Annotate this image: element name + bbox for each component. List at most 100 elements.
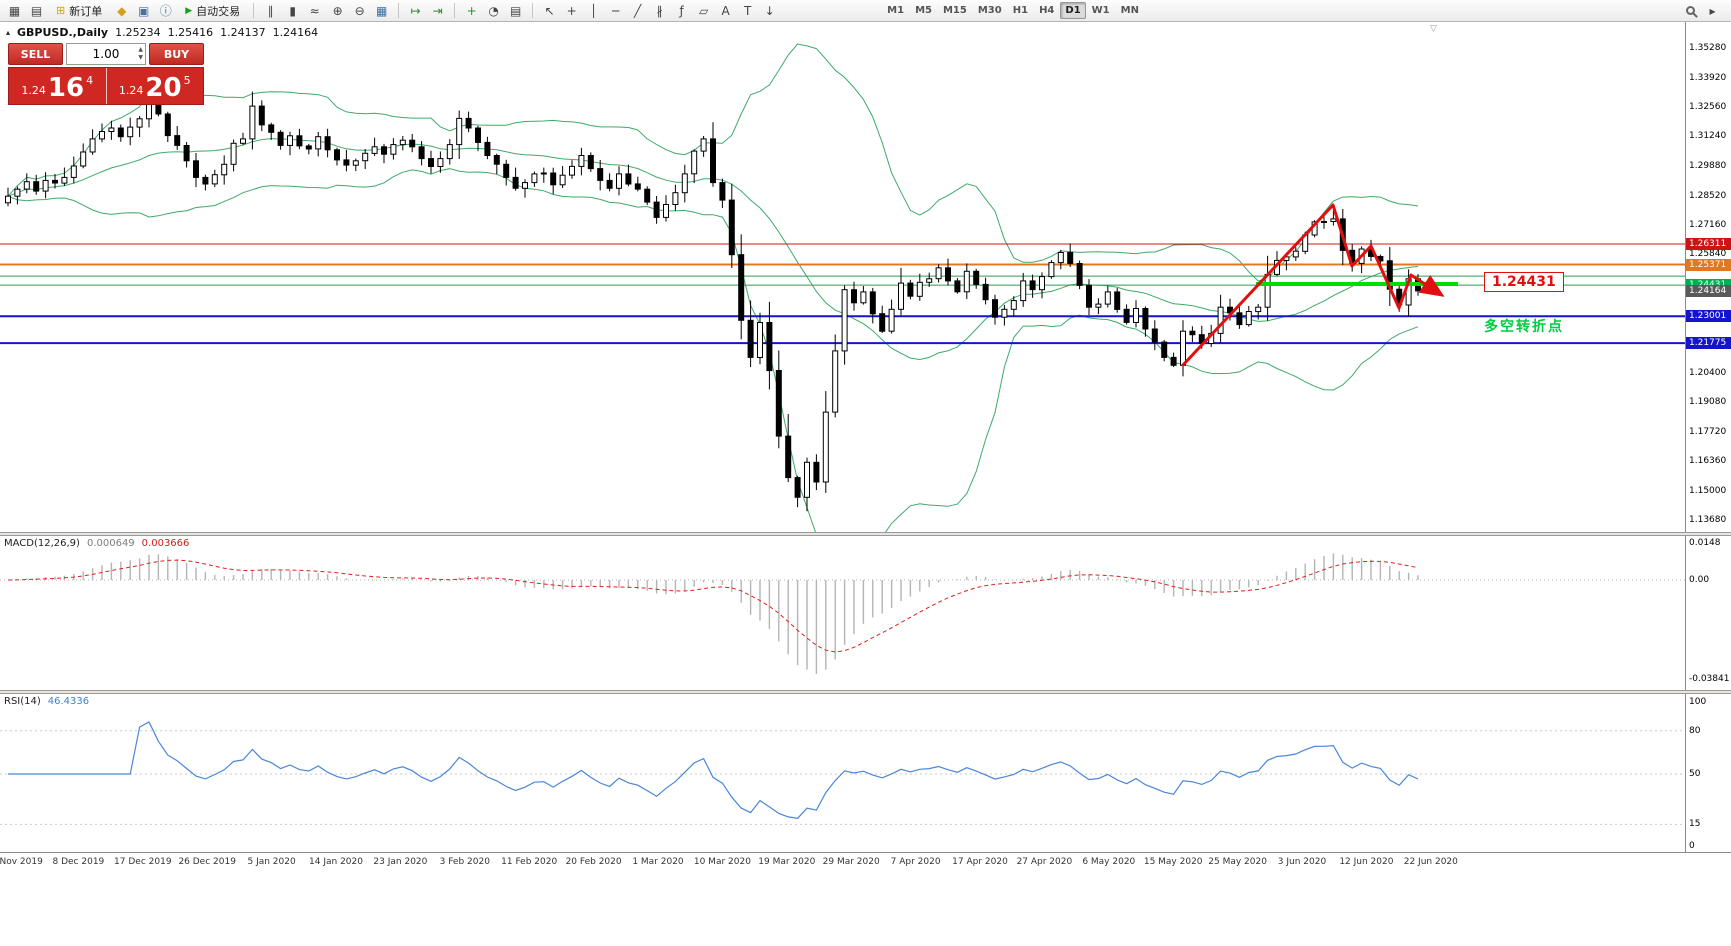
arrows-icon[interactable]: ↓	[764, 3, 775, 18]
cursor-icon[interactable]: ↖	[544, 3, 555, 18]
new-chart-icon[interactable]: ▦	[8, 3, 21, 18]
rsi-axis[interactable]: 100 80 50 15 0	[1685, 694, 1731, 852]
timeframe-h1-button[interactable]: H1	[1012, 5, 1029, 16]
timeframe-m1-button[interactable]: M1	[887, 5, 905, 16]
search-icon[interactable]	[1680, 2, 1700, 20]
toolbar-view-group: ◆ ▣ ⓘ	[111, 2, 176, 20]
price-axis-label: 1.25840	[1689, 249, 1727, 260]
price-badge: 1.26311	[1686, 237, 1731, 250]
autotrade-button[interactable]: ▶ 自动交易	[178, 2, 247, 20]
date-axis-label: 29 Nov 2019	[0, 857, 43, 867]
volume-field[interactable]: 1.00 ▲ ▼	[66, 43, 146, 65]
price-badge: 1.21775	[1686, 337, 1731, 350]
shapes-icon[interactable]: ▱	[699, 3, 709, 18]
quote-open: 1.25234	[115, 26, 161, 39]
sell-button[interactable]: SELL	[8, 43, 63, 65]
date-axis-label: 17 Dec 2019	[114, 857, 172, 867]
price-axis-label: 1.27160	[1689, 220, 1727, 231]
zoom-out-icon[interactable]: ⊖	[354, 3, 365, 18]
bid-ask-display: 1.24 16 4 1.24 20 5	[8, 67, 204, 105]
collapse-trade-panel-icon[interactable]: ▴	[6, 28, 11, 37]
chart-shift-icon[interactable]: ⇥	[432, 3, 443, 18]
date-axis-label: 20 Feb 2020	[565, 857, 622, 867]
timeframe-m30-button[interactable]: M30	[977, 5, 1002, 16]
trend-arrow-annotation[interactable]	[1181, 203, 1445, 367]
crosshair-icon[interactable]: +	[566, 3, 577, 18]
volume-down-icon[interactable]: ▼	[138, 54, 143, 61]
timeframe-d1-button[interactable]: D1	[1060, 2, 1086, 19]
date-axis-label: 17 Apr 2020	[952, 857, 1008, 867]
price-axis[interactable]: 1.35280 1.33920 1.32560 1.31240 1.29880 1.285…	[1685, 22, 1731, 532]
indicators-icon[interactable]: +	[466, 3, 477, 18]
zoom-in-icon[interactable]: ⊕	[332, 3, 343, 18]
date-axis-label: 8 Dec 2019	[52, 857, 105, 867]
quote-close: 1.24164	[272, 26, 319, 39]
periods-icon[interactable]: ◔	[488, 3, 499, 18]
pane-splitter[interactable]	[0, 532, 1731, 536]
symbols-icon[interactable]: ◆	[117, 3, 127, 18]
macd-axis-label: 0.00	[1689, 575, 1710, 585]
price-axis-label: 1.19080	[1689, 397, 1727, 407]
volume-up-icon[interactable]: ▲	[138, 46, 143, 53]
line-chart-icon[interactable]: ≈	[309, 3, 320, 18]
price-badge: 1.25371	[1686, 258, 1731, 271]
price-badge: 1.24164	[1686, 284, 1731, 297]
price-axis-label: 1.15000	[1689, 486, 1727, 497]
trendline-icon[interactable]: ╱	[634, 3, 642, 18]
support-price-label[interactable]: 1.24431	[1484, 272, 1564, 292]
date-axis-label: 5 Jan 2020	[247, 857, 296, 867]
chart-profiles-icon[interactable]: ▤	[30, 3, 43, 18]
accounts-icon[interactable]: ▣	[138, 3, 150, 18]
timeframe-m5-button[interactable]: M5	[915, 5, 932, 16]
channel-icon[interactable]: ∦	[656, 3, 663, 18]
candlestick-chart-icon[interactable]: ▮	[289, 3, 296, 18]
templates-icon[interactable]: ▤	[509, 3, 522, 18]
macd-axis[interactable]: 0.0148 0.00 -0.03841	[1685, 536, 1731, 690]
price-axis-label: 1.28520	[1689, 190, 1727, 201]
tile-windows-icon[interactable]: ▦	[375, 3, 388, 18]
macd-indicator-label: MACD(12,26,9) 0.000649 0.003666	[4, 538, 189, 549]
volume-value: 1.00	[92, 47, 120, 61]
rsi-axis-label: 50	[1689, 769, 1701, 779]
vertical-line-icon[interactable]: │	[590, 3, 598, 18]
horizontal-line-icon[interactable]: ─	[612, 3, 620, 18]
macd-signal-value: 0.003666	[141, 538, 190, 549]
toolbar-insert-group: + ◔ ▤	[461, 2, 526, 20]
timeframe-h4-button[interactable]: H4	[1039, 5, 1055, 16]
timeframe-m15-button[interactable]: M15	[942, 5, 967, 16]
autoscroll-icon[interactable]: ↦	[410, 3, 421, 18]
chart-shift-marker-icon[interactable]: ▽	[1430, 24, 1437, 34]
timeframe-mn-button[interactable]: MN	[1120, 5, 1139, 16]
price-axis-label: 1.16360	[1689, 456, 1727, 467]
toolbar-scroll-group: ↦ ⇥	[405, 2, 448, 20]
info-icon[interactable]: ⓘ	[159, 4, 172, 18]
text-icon[interactable]: A	[721, 3, 730, 18]
sell-price[interactable]: 1.24 16 4	[9, 68, 106, 104]
date-axis-label: 3 Jun 2020	[1277, 857, 1327, 867]
date-axis[interactable]: 29 Nov 2019 8 Dec 2019 17 Dec 2019 26 Dec 2…	[0, 852, 1731, 872]
rsi-canvas[interactable]	[0, 694, 1685, 852]
macd-pane: MACD(12,26,9) 0.000649 0.003666 0.0148 0.…	[0, 536, 1731, 690]
pivot-note-text[interactable]: 多空转折点	[1484, 319, 1564, 335]
date-axis-label: 27 Apr 2020	[1016, 857, 1073, 867]
ohlc-quote-line: ▴ GBPUSD.,Daily 1.25234 1.25416 1.24137 …	[6, 26, 318, 39]
date-axis-label: 19 Mar 2020	[758, 857, 816, 867]
new-order-button[interactable]: ⊞ 新订单	[49, 2, 109, 20]
label-icon[interactable]: T	[743, 3, 752, 18]
macd-canvas[interactable]	[0, 536, 1685, 690]
price-axis-label: 1.13680	[1689, 515, 1727, 525]
chart-window: 1.35280 1.33920 1.32560 1.31240 1.29880 1.285…	[0, 22, 1731, 946]
autotrade-play-icon: ▶	[185, 5, 193, 15]
bar-chart-icon[interactable]: ∥	[267, 3, 274, 18]
date-axis-label: 25 May 2020	[1208, 857, 1267, 867]
toolbar-drawing-group: ↖ + │ ─ ╱ ∦ ƒ ▱ A T ↓	[539, 2, 780, 20]
pane-splitter[interactable]	[0, 690, 1731, 694]
fibonacci-icon[interactable]: ƒ	[679, 3, 684, 18]
price-axis-label: 1.32560	[1689, 102, 1727, 113]
buy-price[interactable]: 1.24 20 5	[107, 68, 204, 104]
buy-button[interactable]: BUY	[149, 43, 204, 65]
price-chart-canvas[interactable]	[0, 22, 1685, 532]
timeframe-w1-button[interactable]: W1	[1091, 5, 1110, 16]
pointer-small-icon[interactable]: ▸	[1709, 3, 1716, 18]
